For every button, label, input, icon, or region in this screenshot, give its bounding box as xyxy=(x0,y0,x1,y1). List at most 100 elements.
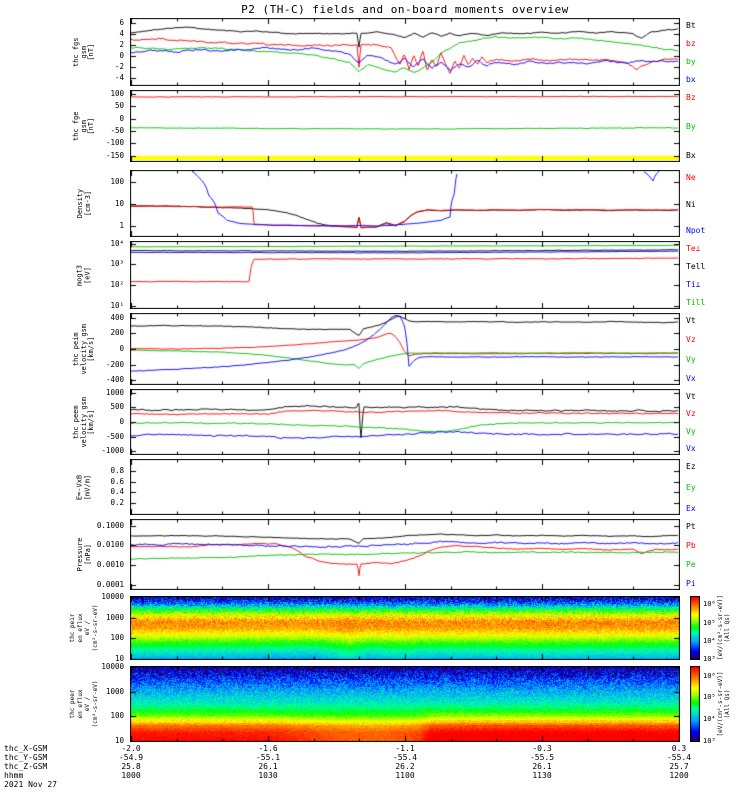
ytick-label: -500 xyxy=(105,431,124,441)
footer-value: 0.3 xyxy=(671,744,687,753)
trace-label-vi-0: Vt xyxy=(686,316,696,325)
footer-value: -55.4 xyxy=(666,753,692,762)
trace-label-vi-2: Vy xyxy=(686,354,696,364)
ytick-label: 10³ xyxy=(110,259,124,269)
panel-peer: 10000 1000 100 10 thc peer en eflux eV / (cm²-s… xyxy=(0,662,750,746)
ytick-label: 0.0100 xyxy=(96,540,124,550)
trace-label-fge-1: By xyxy=(686,122,696,131)
trace-label-efield-1: Ey xyxy=(686,483,696,492)
trace-label-ve-1: Vz xyxy=(686,409,696,419)
ytick-label: 100 xyxy=(110,177,124,187)
time-axis-footer: thc_X-GSM -2.0 -1.6 -1.1 -0.3 0.3 thc_Y-GSM -54… xyxy=(0,744,750,800)
panel-fgs-ylabel: thc fgs gsm [nT] xyxy=(71,37,95,67)
footer-value: -1.6 xyxy=(258,744,278,753)
footer-row-2: thc_Z-GSM 25.8 26.1 26.2 26.1 25.7 xyxy=(0,762,750,771)
panel-fge: 100 50 0 -50 -100 -150 thc fge gsm [nT] Bz By Bx xyxy=(0,89,750,162)
trace-label-temp-3: Till xyxy=(686,298,706,307)
ytick-label: 0.2 xyxy=(110,498,124,508)
trace-label-temp-0: Te⊥ xyxy=(686,244,701,253)
panel-density-canvas xyxy=(130,170,680,237)
trace-label-fge-0: Bz xyxy=(686,93,696,102)
ytick-label: 50 xyxy=(114,101,124,111)
panel-peir-ylabel: thc peir en eflux eV / (cm²-s-sr-eV) xyxy=(69,604,99,652)
panel-pressure: 0.1000 0.0100 0.0010 0.0001 Pressure [nPa] Pt P… xyxy=(0,519,750,590)
trace-label-fgs-1: bz xyxy=(686,39,696,48)
panel-peir-canvas xyxy=(130,596,680,660)
colorbar-tick-label: 10⁶ xyxy=(703,671,716,680)
ytick-label: 400 xyxy=(110,312,124,322)
footer-value: -55.1 xyxy=(255,753,281,762)
footer-value: -55.4 xyxy=(392,753,418,762)
ytick-label: 10000 xyxy=(101,592,124,601)
panel-vi: 400 200 0 -200 -400 thc peim velocity gsm [km/s… xyxy=(0,313,750,385)
panel-ve: 1000 500 0 -500 -1000 thc peem velocity gsm [km… xyxy=(0,387,750,456)
colorbar-tick-label: 10⁴ xyxy=(703,715,716,724)
trace-label-pressure-2: Pe xyxy=(686,560,696,569)
ytick-label: 10 xyxy=(114,654,124,663)
colorbar-peir xyxy=(690,596,700,660)
panel-fge-ylabel: thc fge gsm [nT] xyxy=(71,111,95,141)
ytick-label: -150 xyxy=(105,150,124,160)
ytick-label: 2 xyxy=(119,40,124,50)
trace-label-pressure-3: Pi xyxy=(686,579,696,588)
footer-row-3: hhmm 1000 1030 1100 1130 1200 xyxy=(0,771,750,780)
footer-value: 1030 xyxy=(258,771,278,780)
colorbar-tick-label: 10⁵ xyxy=(703,693,716,702)
panel-peir: 10000 1000 100 10 thc peir en eflux eV / (cm²-s… xyxy=(0,592,750,664)
ytick-label: -100 xyxy=(105,138,124,148)
trace-label-temp-1: Tell xyxy=(686,262,706,271)
ytick-label: -4 xyxy=(114,73,124,83)
trace-label-vi-3: Vx xyxy=(686,374,696,383)
footer-value: -2.0 xyxy=(121,744,141,753)
footer-value: 26.1 xyxy=(532,762,552,771)
footer-value: -1.1 xyxy=(395,744,415,753)
ytick-label: 10000 xyxy=(101,662,124,671)
trace-label-ve-0: Vt xyxy=(686,392,696,401)
ytick-label: 100 xyxy=(110,711,124,721)
ytick-label: 1000 xyxy=(105,387,124,397)
panel-density-ylabel: Density [cm-3] xyxy=(75,188,92,219)
panel-density: 100 10 1 Density [cm-3] Ne Ni Npot xyxy=(0,170,750,237)
panel-peer-ylabel: thc peer en eflux eV / (cm²-s-sr-eV) xyxy=(69,680,99,728)
footer-value: 26.1 xyxy=(258,762,278,771)
panel-ve-canvas xyxy=(130,389,680,455)
panel-efield-ylabel: E=-VxB [mV/m] xyxy=(75,474,92,500)
colorbar-tick-label: 10⁵ xyxy=(703,618,716,627)
panel-efield-canvas xyxy=(130,459,680,515)
footer-value: 26.2 xyxy=(395,762,415,771)
ytick-label: 0.0001 xyxy=(96,579,124,589)
ytick-label: 10⁴ xyxy=(110,238,124,248)
panel-temp: 10⁴ 10³ 10² 10¹ mogt3 [eV] Te⊥ Tell Ti⊥ Till xyxy=(0,238,750,310)
trace-label-temp-2: Ti⊥ xyxy=(686,280,701,289)
footer-value: 25.7 xyxy=(669,762,689,771)
footer-value: 1000 xyxy=(121,771,141,780)
ytick-label: 0 xyxy=(119,51,124,61)
panel-fge-canvas xyxy=(130,90,680,162)
footer-row-label: thc_X-GSM xyxy=(4,744,48,753)
date-label: 2021 Nov 27 xyxy=(4,780,57,789)
panel-efield: 0.8 0.6 0.4 0.2 E=-VxB [mV/m] Ez Ey Ex xyxy=(0,459,750,515)
trace-label-fge-2: Bx xyxy=(686,151,696,160)
trace-label-density-0: Ne xyxy=(686,173,696,182)
footer-value: 1130 xyxy=(532,771,552,780)
ytick-label: 10¹ xyxy=(110,300,124,310)
footer-row-0: thc_X-GSM -2.0 -1.6 -1.1 -0.3 0.3 xyxy=(0,744,750,753)
ytick-label: 0 xyxy=(119,344,124,353)
ytick-label: 0 xyxy=(119,417,124,426)
ytick-label: 0.6 xyxy=(110,476,124,486)
ytick-label: 10 xyxy=(114,736,124,745)
ytick-label: 500 xyxy=(110,402,124,412)
ytick-label: 1000 xyxy=(105,686,124,696)
trace-label-efield-2: Ex xyxy=(686,504,696,513)
ytick-label: 0 xyxy=(119,113,124,123)
ytick-label: 200 xyxy=(110,328,124,338)
panel-fgs: 6 4 2 0 -2 -4 thc fgs gsm [nT] Bt bz by bx xyxy=(0,18,750,86)
ytick-label: -2 xyxy=(114,62,124,72)
trace-label-fgs-2: by xyxy=(686,57,696,66)
ytick-label: 1 xyxy=(119,220,124,230)
ytick-label: 100 xyxy=(110,633,124,643)
trace-label-pressure-1: Pb xyxy=(686,541,696,550)
ytick-label: 0.0010 xyxy=(96,560,124,570)
colorbar-tick-label: 10⁴ xyxy=(703,636,716,645)
ytick-label: -1000 xyxy=(101,446,124,456)
